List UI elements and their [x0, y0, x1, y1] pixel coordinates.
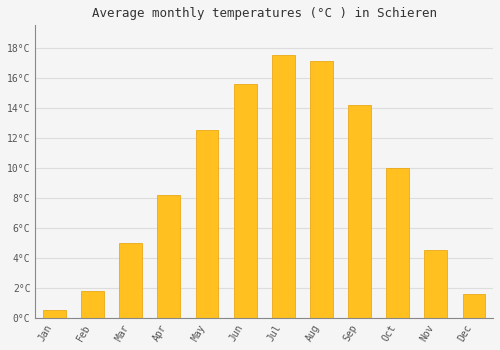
Bar — [234, 84, 256, 318]
Bar — [158, 195, 180, 318]
Bar — [386, 168, 409, 318]
Bar — [272, 55, 294, 318]
Bar — [119, 243, 142, 318]
Bar — [424, 250, 448, 318]
Bar — [310, 61, 333, 318]
Bar — [462, 294, 485, 318]
Title: Average monthly temperatures (°C ) in Schieren: Average monthly temperatures (°C ) in Sc… — [92, 7, 436, 20]
Bar — [43, 310, 66, 318]
Bar — [81, 291, 104, 318]
Bar — [348, 105, 371, 318]
Bar — [196, 130, 218, 318]
